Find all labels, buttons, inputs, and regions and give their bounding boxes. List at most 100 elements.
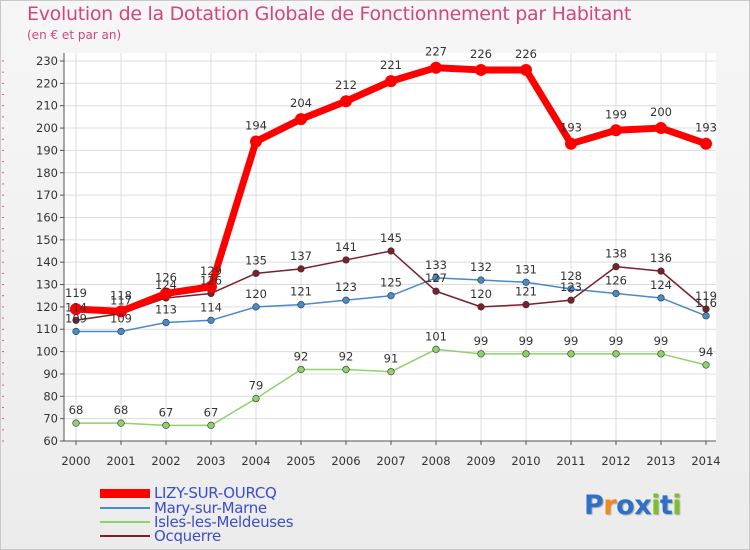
data-point-isles [657, 350, 665, 358]
data-label-ocquerre: 127 [425, 271, 447, 285]
data-label-isles: 92 [294, 349, 309, 363]
axes: 60 70 80 90 100 110 120 130 140 150 160 170 180 190 20… [2, 53, 721, 468]
data-point-ocquerre [657, 267, 665, 275]
data-point-lizy [475, 63, 487, 76]
data-point-mary [477, 276, 485, 284]
y-tick-label: 100 [36, 345, 58, 359]
data-label-ocquerre: 121 [515, 285, 537, 299]
data-point-lizy [205, 280, 217, 293]
data-point-isles [612, 350, 620, 358]
data-label-mary: 131 [515, 262, 537, 276]
data-point-isles [162, 421, 170, 429]
data-label-mary: 121 [290, 285, 312, 299]
data-point-ocquerre [612, 263, 620, 271]
x-tick-label: 2005 [286, 454, 315, 468]
data-point-isles [207, 421, 215, 429]
data-point-ocquerre [522, 301, 530, 309]
data-label-isles: 68 [114, 403, 129, 417]
y-tick-label: 200 [36, 121, 58, 135]
x-tick-label: 2011 [556, 454, 585, 468]
y-tick-label: 170 [36, 188, 58, 202]
data-label-lizy: 226 [515, 47, 537, 61]
data-label-ocquerre: 114 [65, 300, 87, 314]
data-label-lizy: 199 [605, 107, 627, 121]
data-label-isles: 101 [425, 329, 447, 343]
data-point-isles [522, 350, 530, 358]
data-label-lizy: 221 [380, 58, 402, 72]
legend-label: LIZY-SUR-OURCQ [154, 484, 277, 502]
data-label-mary: 132 [470, 260, 492, 274]
data-label-lizy: 129 [200, 264, 222, 278]
data-point-ocquerre [72, 316, 80, 324]
data-point-ocquerre [702, 305, 710, 313]
data-label-isles: 99 [564, 334, 579, 348]
x-tick-label: 2000 [61, 454, 90, 468]
data-label-isles: 99 [519, 334, 534, 348]
data-point-isles [117, 419, 125, 427]
data-point-isles [297, 365, 305, 374]
data-point-isles [387, 368, 395, 376]
data-point-lizy [250, 135, 262, 148]
data-point-mary [252, 303, 260, 311]
data-label-isles: 94 [699, 345, 714, 359]
data-point-ocquerre [432, 287, 440, 295]
data-label-isles: 91 [384, 352, 399, 366]
plot-area [64, 53, 716, 441]
data-label-lizy: 193 [695, 121, 717, 135]
data-label-ocquerre: 141 [335, 240, 357, 254]
data-label-isles: 68 [69, 403, 84, 417]
data-label-ocquerre: 124 [155, 278, 177, 292]
data-point-isles [432, 345, 440, 353]
data-label-ocquerre: 135 [245, 253, 267, 267]
y-tick-label: 80 [43, 389, 58, 403]
data-point-ocquerre [387, 247, 395, 255]
data-label-ocquerre: 123 [560, 280, 582, 294]
data-point-lizy [340, 95, 352, 108]
data-point-mary [612, 289, 620, 298]
data-label-mary: 109 [65, 311, 87, 325]
data-point-lizy [160, 287, 172, 300]
data-label-mary: 109 [110, 311, 132, 325]
legend-item-mary: Mary-sur-Marne [100, 499, 267, 517]
data-label-isles: 99 [474, 334, 489, 348]
data-label-isles: 67 [204, 405, 219, 419]
data-label-lizy: 119 [65, 286, 87, 300]
legend-item-isles: Isles-les-Meldeuses [100, 513, 294, 531]
data-label-lizy: 212 [335, 78, 357, 92]
legend-item-lizy: LIZY-SUR-OURCQ [100, 484, 277, 502]
x-tick-label: 2001 [106, 454, 135, 468]
data-label-isles: 99 [654, 334, 669, 348]
legend-label: Isles-les-Meldeuses [154, 513, 294, 531]
data-label-mary: 128 [560, 269, 582, 283]
data-label-mary: 124 [650, 278, 672, 292]
data-point-isles [567, 350, 575, 358]
data-point-lizy [655, 122, 667, 135]
data-label-mary: 116 [695, 296, 717, 310]
x-tick-label: 2013 [646, 454, 675, 468]
data-point-mary [72, 327, 80, 336]
data-label-mary: 123 [335, 280, 357, 294]
data-point-mary [567, 285, 575, 293]
data-point-lizy [295, 113, 307, 126]
data-label-isles: 99 [609, 334, 624, 348]
y-tick-label: 180 [36, 166, 58, 180]
data-point-isles [252, 394, 260, 403]
data-point-mary [702, 312, 710, 320]
data-label-mary: 133 [425, 258, 447, 272]
data-label-isles: 79 [249, 379, 264, 393]
data-point-ocquerre [297, 265, 305, 273]
data-label-lizy: 193 [560, 121, 582, 135]
data-label-lizy: 204 [290, 96, 312, 110]
data-point-ocquerre [567, 296, 575, 304]
data-label-lizy: 126 [155, 270, 177, 284]
data-label-ocquerre: 137 [290, 249, 312, 263]
y-tick-label: 130 [36, 278, 58, 292]
y-tick-label: 70 [43, 412, 58, 426]
legend-label: Mary-sur-Marne [154, 499, 267, 517]
data-label-mary: 120 [245, 287, 267, 301]
data-label-ocquerre: 119 [695, 289, 717, 303]
data-point-lizy [565, 137, 577, 150]
data-label-lizy: 194 [245, 118, 267, 132]
data-point-ocquerre [477, 303, 485, 311]
y-tick-label: 160 [36, 210, 58, 224]
